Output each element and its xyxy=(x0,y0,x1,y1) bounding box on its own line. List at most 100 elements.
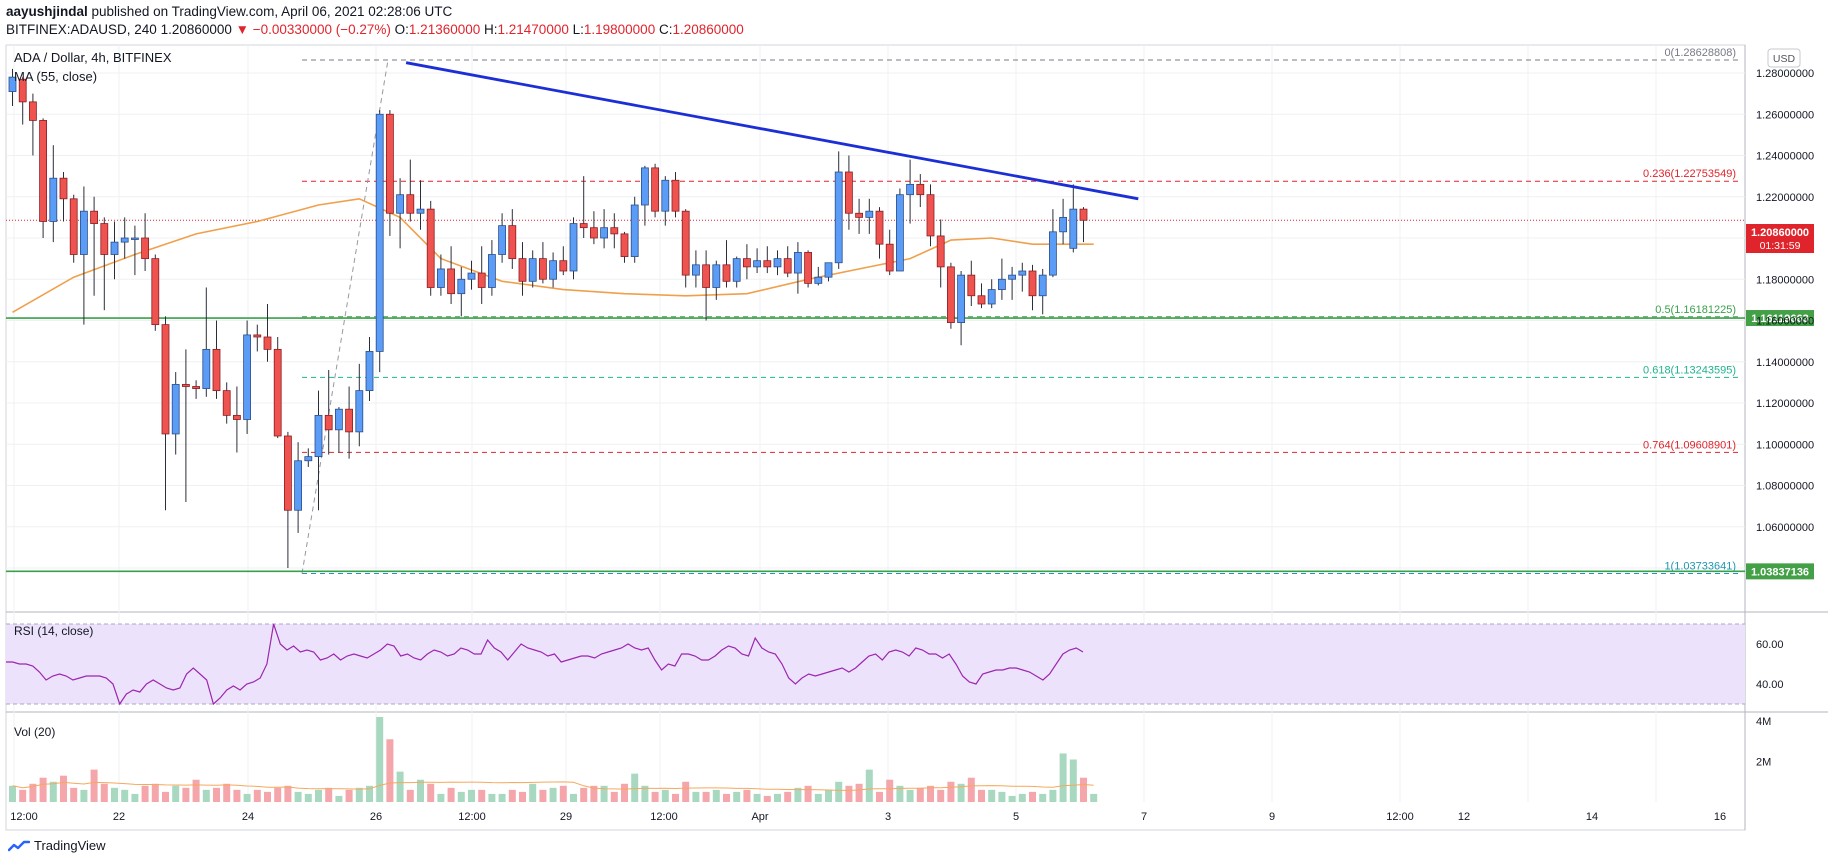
volume-bar xyxy=(1008,795,1016,802)
time-tick-label: 3 xyxy=(885,811,891,823)
volume-bar xyxy=(570,793,577,802)
volume-bar xyxy=(988,789,996,802)
volume-tick-label: 4M xyxy=(1756,716,1771,728)
volume-bar xyxy=(294,791,302,802)
candle-body xyxy=(508,225,517,260)
volume-bar xyxy=(355,787,363,802)
fib-level-label: 1(1.03733641) xyxy=(1664,560,1736,572)
candle-body xyxy=(518,258,527,282)
currency-label[interactable]: USD xyxy=(1773,53,1796,65)
candle-body xyxy=(69,198,78,255)
candle-body xyxy=(39,120,47,222)
volume-bar xyxy=(1069,759,1077,802)
candle-body xyxy=(559,260,568,272)
volume-bar xyxy=(529,783,537,802)
candle-body xyxy=(875,210,884,245)
rsi-panel: 60.00 40.00 xyxy=(6,623,1784,706)
volume-bar xyxy=(784,791,792,802)
candle-body xyxy=(212,348,221,392)
volume-bar xyxy=(896,785,904,802)
candle-body xyxy=(8,76,17,92)
volume-bar xyxy=(213,787,220,802)
candle-body xyxy=(753,260,761,268)
volume-bar xyxy=(937,789,945,802)
candle-body xyxy=(28,101,37,121)
price-tick-label: 1.12000000 xyxy=(1756,398,1814,410)
volume-bar xyxy=(111,787,118,802)
volume-bar xyxy=(967,777,975,802)
candle-body xyxy=(314,414,323,458)
candle-body xyxy=(855,212,863,218)
time-tick-label: 16 xyxy=(1714,811,1726,823)
volume-bar xyxy=(651,791,659,802)
high-value: 1.21470000 xyxy=(497,22,569,37)
volume-bar xyxy=(978,789,985,802)
currency-button[interactable] xyxy=(1767,48,1801,68)
fib-diagonal xyxy=(301,59,389,574)
trend-line xyxy=(405,61,1139,201)
volume-bar xyxy=(19,789,27,802)
candle-body xyxy=(375,113,384,352)
volume-bar xyxy=(202,789,210,802)
volume-bar xyxy=(682,781,690,802)
author-name[interactable]: aayushjindal xyxy=(6,4,88,19)
candle-body xyxy=(192,386,201,389)
time-tick-label: 12:00 xyxy=(458,811,486,823)
candle-body xyxy=(171,384,180,435)
rsi-tick-label: 60.00 xyxy=(1756,639,1784,651)
bar-countdown: 01:31:59 xyxy=(1760,240,1801,252)
volume-bar xyxy=(39,777,47,802)
volume-bar xyxy=(182,787,190,802)
candle-body xyxy=(426,208,435,288)
candle-body xyxy=(477,272,486,288)
fib-level-label: 0(1.28628808) xyxy=(1664,47,1736,59)
rsi-tick-label: 40.00 xyxy=(1756,679,1784,691)
candle-body xyxy=(345,408,354,433)
volume-bar xyxy=(610,791,618,802)
candle-body xyxy=(845,171,853,214)
volume-bar xyxy=(855,783,863,802)
volume-bar xyxy=(488,793,496,802)
time-tick-label: 12:00 xyxy=(650,811,678,823)
volume-bar xyxy=(580,787,588,802)
candle-body xyxy=(977,295,986,305)
volume-bar xyxy=(549,787,557,802)
candle-body xyxy=(630,204,639,257)
candle-body xyxy=(692,264,700,276)
candle-body xyxy=(651,167,659,212)
volume-bar xyxy=(865,769,873,802)
candle-body xyxy=(936,235,945,268)
price-chart[interactable]: 0(1.28628808) 0.236(1.22753549) 0.5(1.1618… xyxy=(0,40,1828,837)
brand-footer[interactable]: TradingView xyxy=(8,838,106,853)
candle-body xyxy=(814,276,823,284)
candle-body xyxy=(712,264,721,288)
candle-body xyxy=(324,414,333,431)
time-tick-label: 7 xyxy=(1141,811,1147,823)
volume-bar xyxy=(733,791,741,802)
chart-header: aayushjindal published on TradingView.co… xyxy=(0,0,1828,48)
volume-bar xyxy=(998,791,1006,802)
volume-bar xyxy=(1049,789,1057,802)
support-badge-label: 1.16119663 xyxy=(1751,313,1809,325)
candle-body xyxy=(824,262,833,278)
price-change: ▼ −0.00330000 (−0.27%) xyxy=(235,22,391,37)
volume-bar xyxy=(70,787,78,802)
fib-level-label: 0.764(1.09608901) xyxy=(1643,439,1736,451)
price-tick-label: 1.16000000 xyxy=(1756,316,1814,328)
volume-bar xyxy=(906,789,914,802)
candle-body xyxy=(641,167,649,206)
volume-bar xyxy=(835,781,843,802)
volume-bar xyxy=(100,783,108,802)
candle-body xyxy=(722,264,731,282)
candle-body xyxy=(661,179,670,212)
open-value: 1.21360000 xyxy=(408,22,481,37)
volume-bar xyxy=(80,789,88,802)
volume-bar xyxy=(478,789,486,802)
candle-body xyxy=(467,272,476,280)
candle-body xyxy=(1028,270,1037,297)
time-tick-label: Apr xyxy=(751,811,768,823)
candle-body xyxy=(773,258,782,268)
price-tick-label: 1.14000000 xyxy=(1756,357,1814,369)
volume-bar xyxy=(243,793,251,802)
support-lines: 1.16119663 1.03837136 xyxy=(6,219,1814,580)
